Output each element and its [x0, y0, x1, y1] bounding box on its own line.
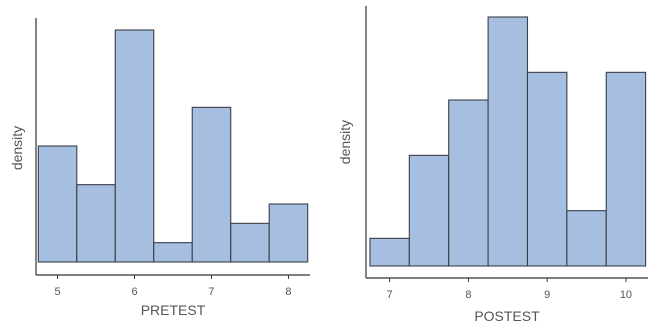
x-axis-label: POSTEST: [474, 308, 540, 324]
chart-postest: 7 8 9 10 POSTEST density: [337, 6, 648, 324]
histogram-bar: [448, 99, 489, 267]
x-tick-label: 8: [465, 289, 471, 301]
histogram-bar: [37, 145, 78, 263]
x-tick-label: 7: [208, 286, 214, 298]
x-tick-label: 9: [544, 289, 550, 301]
x-tick-label: 5: [54, 286, 60, 298]
histogram-bar: [526, 71, 568, 267]
x-tick-label: 8: [285, 286, 291, 298]
histogram-bar: [230, 222, 270, 263]
histogram-bar: [114, 29, 155, 263]
x-axis-label: PRETEST: [141, 302, 206, 318]
chart-pretest: 5 6 7 8 PRETEST density: [9, 18, 310, 318]
histogram-bar: [566, 210, 607, 267]
histogram-bar: [153, 242, 193, 263]
histogram-bar: [605, 71, 647, 267]
histogram-bar: [369, 237, 410, 267]
x-tick-label: 10: [620, 289, 632, 301]
histogram-bar: [76, 184, 116, 263]
x-tick-label: 7: [387, 289, 393, 301]
histogram-bar: [487, 16, 529, 267]
y-axis-label: density: [337, 120, 353, 164]
histogram-bar: [268, 203, 309, 263]
histogram-bar: [191, 106, 232, 263]
histogram-bar: [408, 154, 450, 267]
x-tick-label: 6: [131, 286, 137, 298]
y-axis-label: density: [9, 126, 25, 170]
